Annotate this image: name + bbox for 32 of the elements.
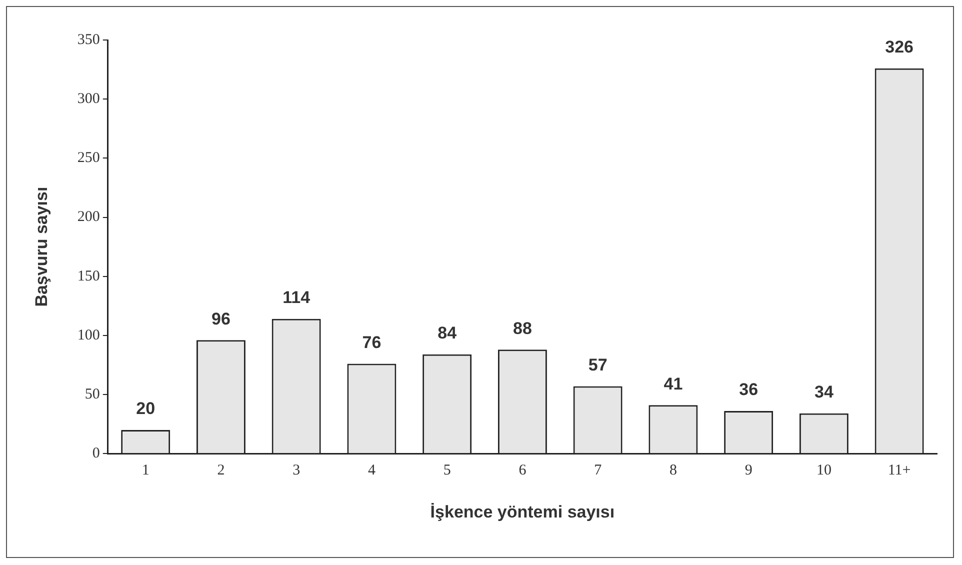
y-tick-label: 200 xyxy=(77,209,100,226)
x-tick-label: 6 xyxy=(518,462,527,479)
data-label: 76 xyxy=(362,332,382,352)
data-label: 84 xyxy=(438,324,458,343)
x-tick-label: 3 xyxy=(292,462,300,479)
x-tick-label: 1 xyxy=(142,462,150,479)
x-tick-label: 7 xyxy=(594,462,602,479)
x-tick-label: 4 xyxy=(368,462,376,479)
data-label: 96 xyxy=(212,309,230,328)
x-tick-label: 2 xyxy=(217,462,225,479)
y-tick-label: 50 xyxy=(84,386,100,402)
y-tick-label: 0 xyxy=(92,446,100,462)
data-label: 57 xyxy=(588,355,608,374)
data-label: 34 xyxy=(814,382,834,402)
data-label: 88 xyxy=(512,318,532,338)
y-tick-label: 350 xyxy=(77,32,100,48)
x-axis-title: İşkence yöntemi sayısı xyxy=(430,502,615,522)
data-label: 41 xyxy=(664,374,683,394)
y-tick-label: 150 xyxy=(77,268,100,284)
x-tick-label: 10 xyxy=(816,462,832,479)
x-tick-label: 5 xyxy=(443,462,451,479)
y-axis-title: Başvuru sayısı xyxy=(32,186,51,307)
x-tick-label: 11+ xyxy=(888,462,911,479)
x-tick-label: 9 xyxy=(744,462,752,479)
data-label: 114 xyxy=(282,288,311,308)
data-label: 36 xyxy=(739,380,758,400)
y-tick-label: 250 xyxy=(77,150,100,166)
data-label: 20 xyxy=(136,399,156,418)
y-tick-label: 300 xyxy=(77,91,100,108)
y-tick-label: 100 xyxy=(77,327,100,344)
x-tick-label: 8 xyxy=(669,462,677,479)
data-label: 326 xyxy=(885,38,914,57)
